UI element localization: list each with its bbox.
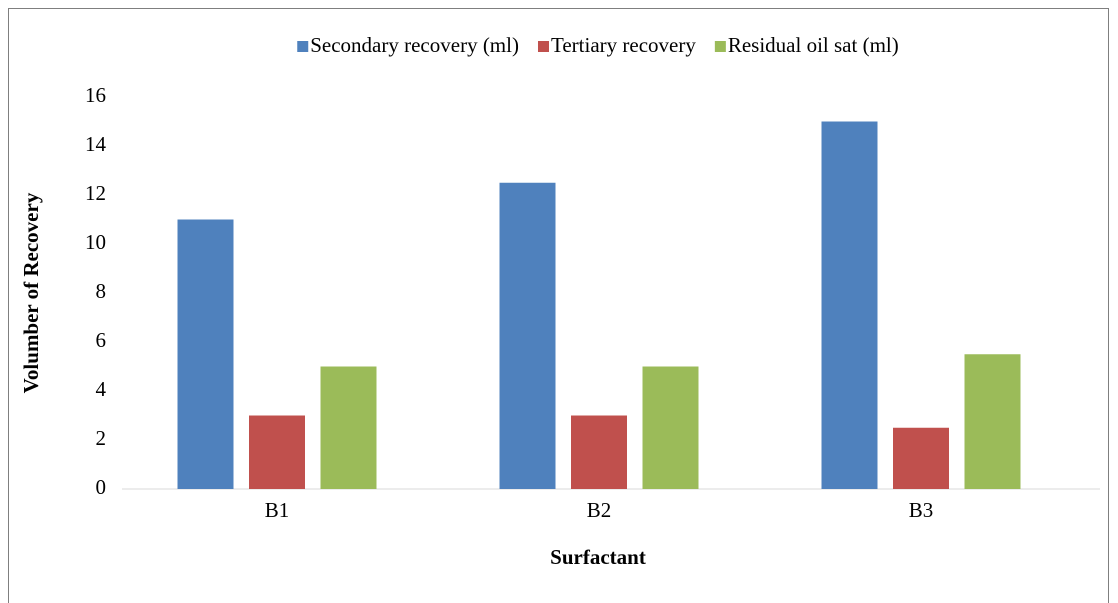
bar bbox=[249, 415, 305, 489]
bar bbox=[499, 182, 556, 489]
x-tick-label: B1 bbox=[265, 498, 290, 522]
legend-swatch bbox=[297, 41, 309, 52]
bar bbox=[642, 366, 699, 489]
bar bbox=[893, 427, 949, 489]
legend-swatch bbox=[537, 41, 549, 52]
bar bbox=[964, 354, 1021, 489]
y-tick-label: 6 bbox=[96, 328, 107, 352]
x-tick-label: B3 bbox=[909, 498, 934, 522]
x-tick-label: B2 bbox=[587, 498, 612, 522]
bar bbox=[177, 219, 234, 489]
bar bbox=[821, 121, 878, 489]
y-tick-label: 14 bbox=[85, 132, 107, 156]
y-tick-label: 8 bbox=[96, 279, 107, 303]
y-tick-label: 2 bbox=[96, 426, 107, 450]
legend-label: Secondary recovery (ml) bbox=[310, 33, 519, 57]
y-tick-label: 0 bbox=[96, 475, 107, 499]
bar bbox=[571, 415, 627, 489]
y-tick-label: 12 bbox=[85, 181, 106, 205]
legend-swatch bbox=[714, 41, 726, 52]
legend-label: Tertiary recovery bbox=[551, 33, 696, 57]
y-axis-label: Volumber of Recovery bbox=[19, 192, 43, 393]
y-tick-label: 4 bbox=[96, 377, 107, 401]
y-tick-label: 10 bbox=[85, 230, 106, 254]
bar bbox=[320, 366, 377, 489]
x-axis-label: Surfactant bbox=[550, 545, 646, 569]
legend-label: Residual oil sat (ml) bbox=[728, 33, 899, 57]
chart-frame bbox=[8, 8, 1109, 603]
y-tick-label: 16 bbox=[85, 83, 106, 107]
